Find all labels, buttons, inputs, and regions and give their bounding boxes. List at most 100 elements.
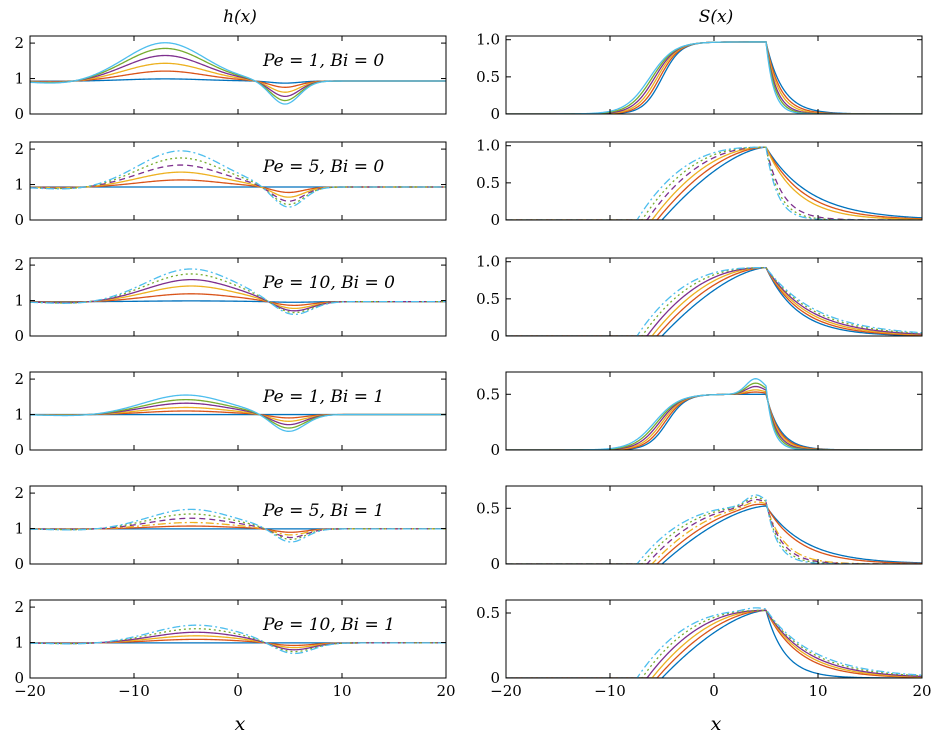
y-tick-label: 0 [14,105,24,123]
series-line [506,41,922,114]
series-line [30,635,446,649]
y-tick-label: 0 [490,441,500,459]
series-line [506,382,922,450]
series-line [506,267,922,336]
series-line [506,496,922,564]
series-line [506,267,922,336]
y-tick-label: 0 [490,211,500,229]
right-column-title: S(x) [699,7,734,27]
axes-frame [505,371,923,451]
series-line [506,146,922,220]
subplot-3-S: 0 0.5 1.0 [476,253,923,345]
series-line [506,609,922,678]
series-line [506,609,922,678]
y-tick-label: 0.5 [476,499,500,517]
y-tick-label: 2 [14,140,24,158]
left-x-axis-label: x [235,713,246,735]
subplot-4-S: 00.5 [476,371,923,459]
x-tick-label: 10 [332,682,351,700]
series-line [506,267,922,336]
panel-annotation: Pe = 10, Bi = 1 [262,615,395,635]
subplot-1-h: 0 1 2 Pe = 1, Bi = 0 [14,34,447,123]
series-line [30,150,446,208]
series-line [506,146,922,220]
y-tick-label: 0.5 [476,385,500,403]
series-line [30,273,446,314]
x-tick-label: 0 [709,682,719,700]
y-tick-label: 2 [14,598,24,616]
subplot-4-h: 0 1 2 Pe = 1, Bi = 1 [14,370,447,459]
subplot-2-S: 0 0.5 1.0 [476,137,923,229]
x-tick-label: −10 [594,682,626,700]
series-line [506,391,922,450]
series-line [506,505,922,564]
y-tick-label: 1 [14,634,24,652]
series-line [30,164,446,202]
y-tick-label: 0.5 [476,174,500,192]
y-tick-label: 2 [14,34,24,52]
series-line [30,42,446,105]
series-line [30,394,446,432]
series-line [506,385,922,450]
series-line [506,503,922,564]
series-line [506,146,922,220]
axes-frame [505,141,923,221]
y-tick-label: 1 [14,520,24,538]
y-tick-label: 0 [14,441,24,459]
panel-annotation: Pe = 1, Bi = 1 [262,387,384,407]
series-line [506,389,922,450]
series-line [506,41,922,114]
x-tick-label: 20 [912,682,931,700]
series-line [506,266,922,336]
y-tick-label: 1.0 [476,253,500,271]
series-line [506,607,922,678]
series-line [30,508,446,543]
right-x-axis-label: x [711,713,722,735]
y-tick-label: 2 [14,256,24,274]
y-tick-label: 0 [490,555,500,573]
y-tick-label: 2 [14,370,24,388]
annotation-box [254,384,405,408]
x-tick-label: −20 [14,682,46,700]
y-tick-label: 1 [14,176,24,194]
y-tick-label: 2 [14,484,24,502]
panel-annotation: Pe = 5, Bi = 1 [262,501,384,521]
panel-annotation: Pe = 1, Bi = 0 [262,51,384,71]
annotation-box [254,270,405,294]
annotation-box [254,498,405,522]
y-tick-label: 1 [14,292,24,310]
series-line [506,41,922,114]
series-line [30,157,446,206]
series-line [506,267,922,336]
annotation-box [254,612,405,636]
series-line [506,609,922,678]
series-line [30,293,446,306]
x-tick-label: 0 [233,682,243,700]
series-line [506,41,922,114]
x-tick-label: −20 [490,682,522,700]
y-tick-label: 0 [14,555,24,573]
panel-annotation: Pe = 5, Bi = 0 [262,157,384,177]
series-line [506,41,922,114]
x-tick-label: −10 [118,682,150,700]
series-line [506,498,922,564]
y-tick-label: 0 [14,327,24,345]
series-line [506,267,922,336]
axes-frame [505,257,923,337]
y-tick-label: 1 [14,406,24,424]
series-line [506,609,922,678]
series-line [30,268,446,316]
y-tick-label: 0.5 [476,604,500,622]
series-line [506,494,922,564]
y-tick-label: 1.0 [476,137,500,155]
series-line [506,378,922,450]
axes-frame [505,35,923,115]
axes-frame [505,599,923,679]
series-line [506,146,922,220]
x-tick-label: 20 [436,682,455,700]
subplot-3-h: 0 1 2 Pe = 10, Bi = 0 [14,256,447,345]
series-line [506,393,922,450]
subplot-5-S: 00.5 [476,485,923,573]
series-line [506,609,922,678]
